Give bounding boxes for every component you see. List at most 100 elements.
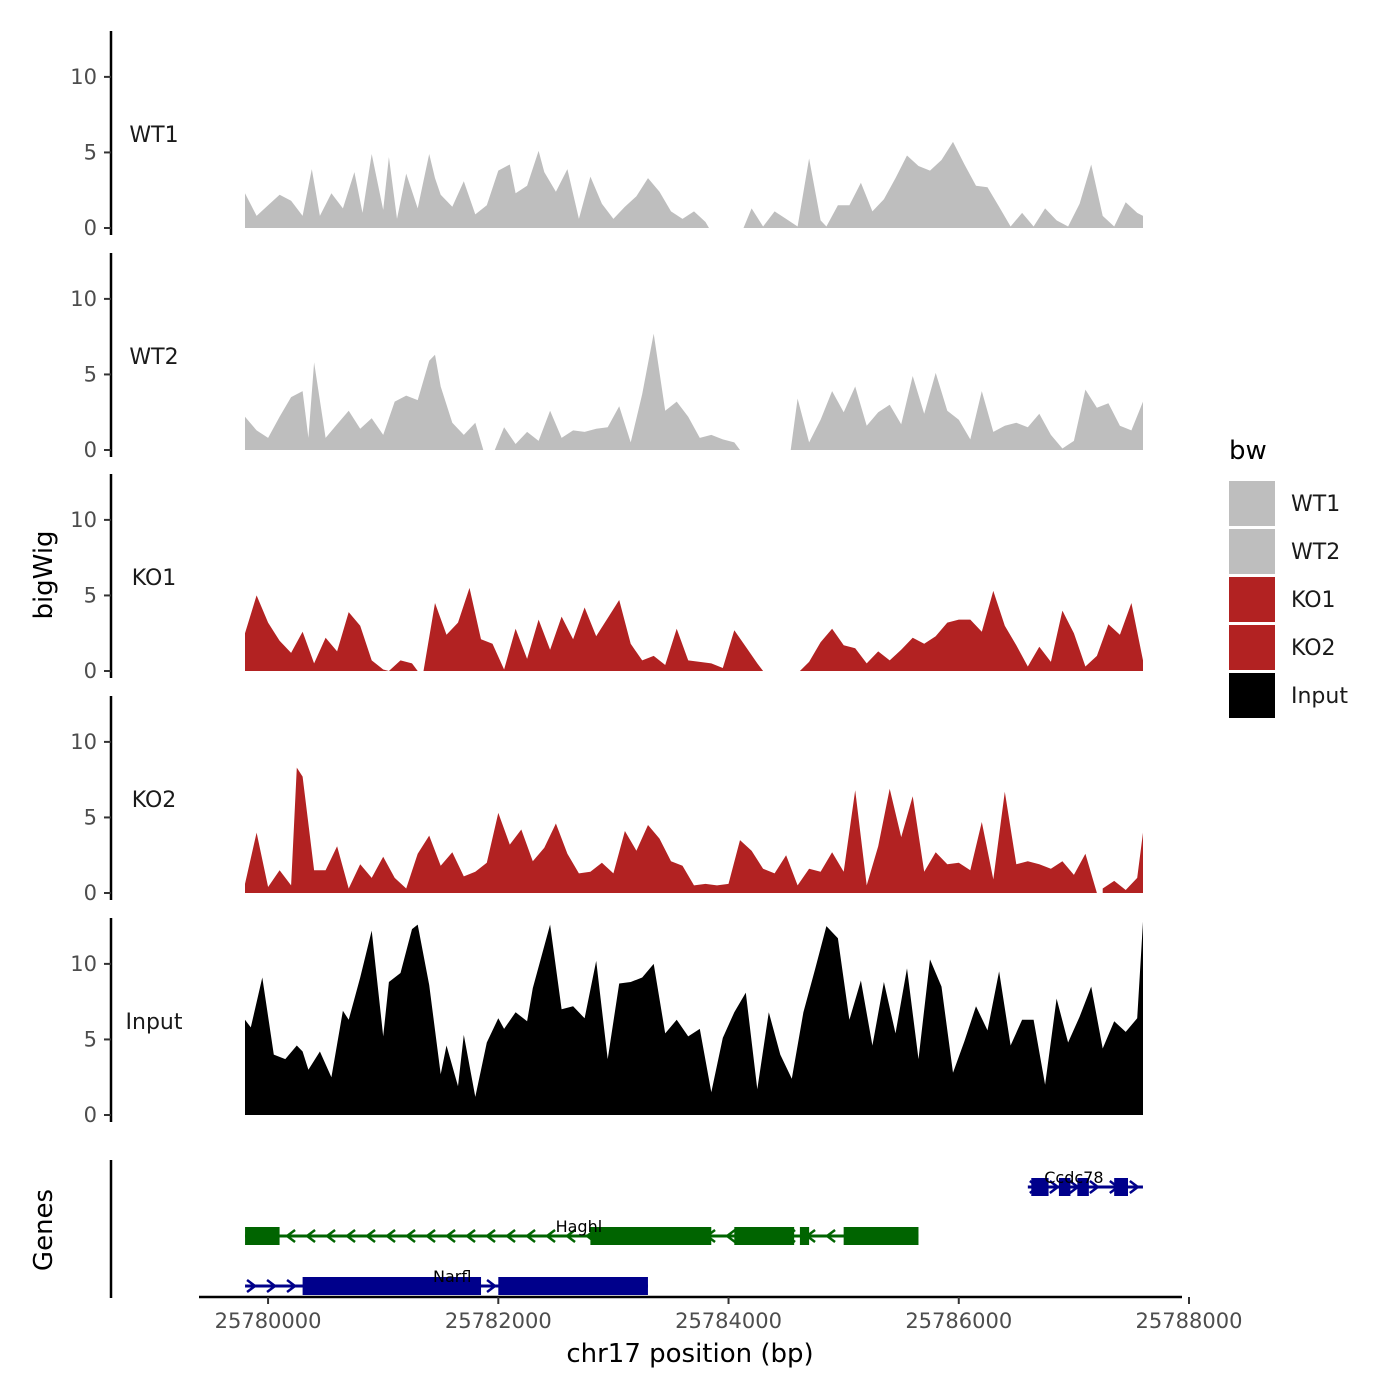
x-axis-title: chr17 position (bp) (566, 1339, 813, 1369)
strand-arrow (504, 1229, 516, 1243)
legend-key-wt2 (1229, 529, 1275, 574)
y-tick-label: 10 (70, 287, 97, 311)
x-tick-label: 25784000 (675, 1309, 782, 1333)
track-wt2: 0 5 10 WT2 (70, 253, 1143, 462)
gene-exon (1077, 1178, 1089, 1196)
y-tick-label: 5 (84, 140, 97, 164)
legend-title: bw (1229, 436, 1267, 466)
y-tick-label: 10 (70, 508, 97, 532)
strand-arrow (324, 1229, 336, 1243)
y-tick-label: 0 (84, 1103, 97, 1127)
gene-haghl: Haghl (244, 1217, 919, 1245)
track-input: 0 5 10 Input (70, 918, 1143, 1127)
track-ko1-area-2 (423, 587, 764, 671)
y-tick-label: 5 (84, 805, 97, 829)
strand-arrow (266, 1279, 278, 1293)
legend-label-ko1: KO1 (1291, 588, 1336, 613)
x-tick-label: 25786000 (905, 1309, 1012, 1333)
x-axis: 25780000 25782000 25784000 25786000 25788000 (199, 1295, 1243, 1333)
track-label: Input (126, 1010, 183, 1035)
gene-exon (302, 1277, 482, 1295)
y-tick-label: 0 (84, 216, 97, 240)
legend-key-ko1 (1229, 577, 1275, 622)
strand-arrow (484, 1229, 496, 1243)
gene-exon (498, 1277, 648, 1295)
track-ko1: 0 5 10 KO1 (70, 474, 1143, 683)
strand-arrow (1089, 1180, 1100, 1194)
strand-arrow (1129, 1180, 1140, 1194)
legend-label-wt1: WT1 (1291, 492, 1340, 517)
track-wt2-area-0 (245, 354, 484, 450)
track-ko1-area-3 (799, 590, 1143, 671)
strand-arrow (304, 1229, 316, 1243)
track-label: KO1 (132, 566, 177, 591)
strand-arrow (286, 1279, 298, 1293)
strand-arrow (284, 1229, 296, 1243)
strand-arrow (486, 1279, 498, 1293)
y-axis-title: bigWig (29, 530, 59, 619)
gene-exon (590, 1227, 712, 1245)
bigwig-tracks: 0 5 10 WT1 0 5 10 WT2 0 5 10 KO1 0 5 10 KO2 0 5 10 Input (70, 31, 1143, 1127)
track-input-area-0 (245, 921, 1143, 1115)
track-label: KO2 (132, 788, 177, 813)
strand-arrow (344, 1229, 356, 1243)
legend-label-ko2: KO2 (1291, 636, 1336, 661)
y-tick-label: 10 (70, 952, 97, 976)
legend-key-wt1 (1229, 481, 1275, 526)
y-tick-label: 5 (84, 1027, 97, 1051)
strand-arrow (824, 1229, 836, 1243)
gene-exon (799, 1227, 810, 1245)
x-tick-label: 25788000 (1136, 1309, 1243, 1333)
strand-arrow (524, 1229, 536, 1243)
gene-exon (843, 1227, 919, 1245)
legend: bw WT1 WT2 KO1 KO2 Input (1229, 436, 1348, 718)
gene-ccdc78: Ccdc78 (1027, 1168, 1143, 1196)
legend-label-wt2: WT2 (1291, 540, 1340, 565)
strand-arrow (444, 1229, 456, 1243)
gene-label: Ccdc78 (1044, 1168, 1103, 1187)
gene-exon (1058, 1178, 1071, 1196)
legend-key-ko2 (1229, 625, 1275, 670)
strand-arrow (384, 1229, 396, 1243)
strand-arrow (564, 1229, 576, 1243)
strand-arrow (404, 1229, 416, 1243)
y-tick-label: 5 (84, 362, 97, 386)
gene-annotation-track: Ccdc78 Haghl Narfl (109, 1160, 1143, 1298)
x-tick-label: 25780000 (215, 1309, 322, 1333)
track-label: WT1 (129, 123, 178, 148)
gene-label: Haghl (556, 1217, 603, 1236)
gene-exon (1114, 1178, 1128, 1196)
strand-arrow (1049, 1180, 1060, 1194)
strand-arrow (424, 1229, 436, 1243)
strand-arrow (246, 1279, 258, 1293)
track-wt2-area-2 (790, 372, 1143, 450)
strand-arrow (544, 1229, 556, 1243)
y-tick-label: 5 (84, 583, 97, 607)
track-wt1: 0 5 10 WT1 (70, 31, 1143, 240)
genes-axis-title: Genes (29, 1189, 59, 1271)
track-ko2: 0 5 10 KO2 (70, 696, 1143, 905)
track-ko1-area-1 (388, 660, 418, 671)
y-tick-label: 10 (70, 65, 97, 89)
track-ko2-area-1 (1102, 832, 1143, 893)
gene-exon (734, 1227, 795, 1245)
track-ko2-area-0 (245, 767, 1097, 893)
y-tick-label: 10 (70, 730, 97, 754)
gene-narfl: Narfl (245, 1267, 648, 1295)
track-label: WT2 (129, 345, 178, 370)
y-tick-label: 0 (84, 881, 97, 905)
track-wt1-area-1 (743, 141, 1143, 228)
track-wt2-area-1 (494, 333, 740, 450)
strand-arrow (724, 1229, 736, 1243)
gene-exon (1031, 1178, 1049, 1196)
legend-key-input (1229, 673, 1275, 718)
strand-arrow (364, 1229, 376, 1243)
y-tick-label: 0 (84, 659, 97, 683)
strand-arrow (464, 1229, 476, 1243)
gene-exon (245, 1227, 280, 1245)
legend-label-input: Input (1291, 684, 1348, 709)
gene-label: Narfl (433, 1267, 471, 1286)
y-tick-label: 0 (84, 438, 97, 462)
x-tick-label: 25782000 (445, 1309, 552, 1333)
